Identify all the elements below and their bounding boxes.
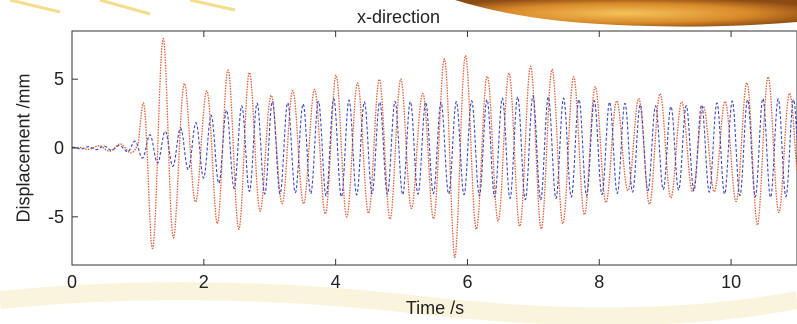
y-tick-label: -5 xyxy=(48,207,64,227)
series-line-1 xyxy=(72,37,797,259)
background-swoosh xyxy=(455,0,797,27)
x-tick-label: 10 xyxy=(721,272,741,292)
y-tick-label: 0 xyxy=(54,138,64,158)
y-tick-label: 5 xyxy=(54,69,64,89)
x-tick-label: 2 xyxy=(199,272,209,292)
chart-title: x-direction xyxy=(356,7,441,27)
x-tick-label: 0 xyxy=(67,272,77,292)
x-tick-label: 6 xyxy=(462,272,472,292)
x-tick-label: 8 xyxy=(594,272,604,292)
x-tick-label: 4 xyxy=(331,272,341,292)
series-line-2 xyxy=(71,95,797,201)
y-axis-label: Displacement /mm xyxy=(13,73,34,223)
axes-box xyxy=(71,30,797,266)
x-axis-label: Time /s xyxy=(405,298,465,318)
